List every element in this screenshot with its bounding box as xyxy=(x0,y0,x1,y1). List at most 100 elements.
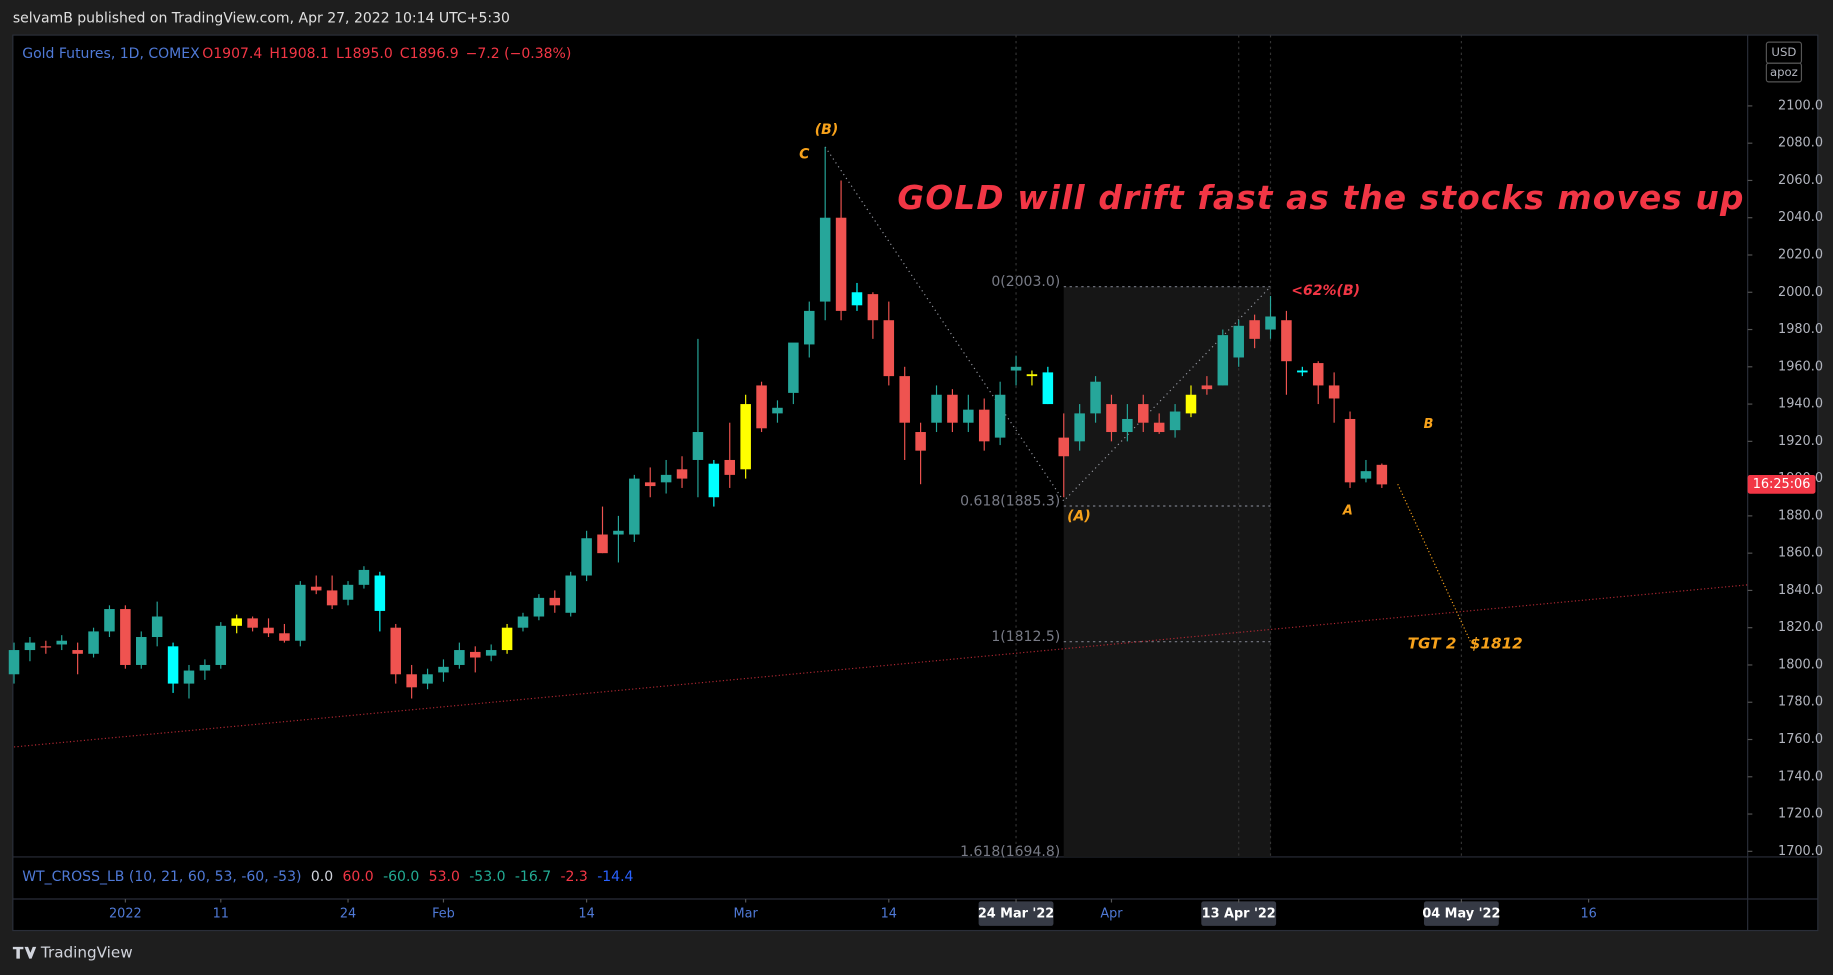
x-tick-label: 13 Apr '22 xyxy=(1202,907,1276,922)
indicator-value: 53.0 xyxy=(429,869,460,885)
candle-body xyxy=(1297,370,1308,373)
candle-body xyxy=(1265,316,1276,330)
ohlc-label: −7.2 (−0.38%) xyxy=(466,46,572,62)
header-title: selvamB published on TradingView.com, Ap… xyxy=(13,11,510,27)
x-tick-label: 14 xyxy=(881,907,897,922)
ohlc-label: O1907.4 xyxy=(202,46,262,62)
scale-box[interactable] xyxy=(1765,62,1803,83)
trendline xyxy=(13,584,1748,748)
candle-body xyxy=(120,609,131,665)
x-tick-highlight xyxy=(1201,901,1277,926)
candle-body xyxy=(883,320,895,377)
candle-body xyxy=(279,633,290,641)
symbol-title: Gold Futures, 1D, COMEX xyxy=(22,46,200,62)
candle-body xyxy=(978,409,990,442)
candle-body xyxy=(1328,385,1340,399)
y-tick-label: 1960.0 xyxy=(1778,359,1823,374)
y-tick-label: 1880.0 xyxy=(1778,508,1823,523)
candle-body xyxy=(72,650,83,654)
candle-body xyxy=(56,640,68,645)
scale-label: apoz xyxy=(1770,65,1798,79)
candle-body xyxy=(438,666,449,673)
ohlc-label: C1896.9 xyxy=(400,46,459,62)
y-tick-label: 1780.0 xyxy=(1778,695,1823,710)
candle-body xyxy=(326,590,338,606)
y-tick-label: 2060.0 xyxy=(1778,173,1823,188)
candle-body xyxy=(597,534,608,554)
annotation: A xyxy=(1342,503,1353,518)
candle-body xyxy=(994,394,1006,438)
candle-body xyxy=(549,597,561,606)
annotation: (A) xyxy=(1067,509,1091,525)
indicator-value: 0.0 xyxy=(311,869,333,885)
candle-body xyxy=(8,650,20,675)
annotation: $1812 xyxy=(1470,635,1523,653)
candle-body xyxy=(1122,418,1133,433)
candle-body xyxy=(1169,411,1181,431)
candle-body xyxy=(899,376,910,423)
x-tick-label: 11 xyxy=(213,907,229,922)
annotation: (B) xyxy=(815,122,838,138)
candle-body xyxy=(374,575,386,611)
candle-body xyxy=(947,394,958,423)
x-tick-label: 24 xyxy=(340,907,356,922)
x-tick-label: 16 xyxy=(1580,907,1596,922)
candle-body xyxy=(819,217,831,302)
candle-body xyxy=(1233,325,1244,358)
candle-body xyxy=(660,474,672,483)
candle-body xyxy=(470,651,481,658)
indicator-name: WT_CROSS_LB (10, 21, 60, 53, -60, -53) xyxy=(22,869,301,885)
fib-label: 1.618(1694.8) xyxy=(960,844,1060,860)
candle-body xyxy=(613,530,624,535)
brand-logo xyxy=(12,946,37,959)
candle-body xyxy=(485,650,497,656)
y-tick-label: 1760.0 xyxy=(1778,732,1823,747)
ohlc-label: L1895.0 xyxy=(336,46,393,62)
indicator-value: -60.0 xyxy=(383,869,419,885)
y-tick-label: 2040.0 xyxy=(1778,210,1823,225)
ohlc-label: H1908.1 xyxy=(269,46,329,62)
price-tag: 16:25:06 xyxy=(1753,477,1811,492)
x-tick-highlight xyxy=(1423,901,1499,926)
y-tick-label: 1720.0 xyxy=(1778,807,1823,822)
x-tick-label: 2022 xyxy=(109,907,142,922)
y-tick-label: 2100.0 xyxy=(1778,98,1823,113)
candle-body xyxy=(422,674,433,684)
chart-area xyxy=(12,34,1819,932)
candle-body xyxy=(963,409,974,423)
candle-body xyxy=(40,646,52,648)
candle-body xyxy=(772,407,783,414)
plot: 0(2003.0) 0.618(1885.3) 1(1812.5) 1.618(169… xyxy=(8,35,1823,926)
brand: TradingView xyxy=(40,943,133,961)
candle-body xyxy=(215,625,227,665)
y-tick-label: 2000.0 xyxy=(1778,285,1823,300)
candle-body xyxy=(295,584,306,641)
candle-body xyxy=(931,394,942,423)
currency: USD xyxy=(1771,45,1796,59)
candle-body xyxy=(247,618,258,628)
y-tick-label: 1860.0 xyxy=(1778,546,1823,561)
candle-body xyxy=(104,609,115,632)
x-tick-label: Feb xyxy=(432,907,455,922)
y-tick-label: 1740.0 xyxy=(1778,769,1823,784)
y-tick-label: 1820.0 xyxy=(1778,620,1823,635)
candle-body xyxy=(1106,404,1117,433)
x-tick-label: 04 May '22 xyxy=(1422,907,1500,922)
candle-body xyxy=(24,642,36,651)
candle-body xyxy=(1090,381,1101,414)
x-tick-label: 24 Mar '22 xyxy=(978,907,1054,922)
candle-body xyxy=(1281,320,1292,362)
indicator-value: 60.0 xyxy=(342,869,373,885)
candle-body xyxy=(1312,363,1324,386)
candle-body xyxy=(1138,404,1149,423)
indicator-value: -16.7 xyxy=(515,869,551,885)
candle-body xyxy=(644,482,656,487)
candle-body xyxy=(1026,374,1038,377)
annotation: <62%(B) xyxy=(1291,283,1360,299)
candle-body xyxy=(517,616,529,628)
fib-label: 1(1812.5) xyxy=(991,629,1060,645)
price-tag-box xyxy=(1747,475,1816,494)
candle-body xyxy=(740,404,751,470)
candle-body xyxy=(788,342,799,393)
